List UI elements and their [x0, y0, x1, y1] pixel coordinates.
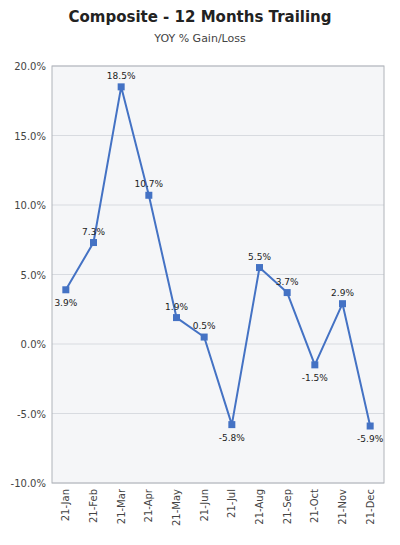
marker	[256, 264, 263, 271]
x-axis: 21-Jan 21-Feb 21-Mar 21-Apr 21-May 21-Jun 21-J…	[60, 488, 375, 526]
y-tick-label: 20.0%	[14, 61, 46, 72]
y-tick-label: 5.0%	[21, 270, 46, 281]
data-label: 0.5%	[193, 321, 216, 331]
marker	[62, 286, 69, 293]
y-axis: -10.0% -5.0% 0.0% 5.0% 10.0% 15.0% 20.0%	[11, 61, 384, 489]
x-tick-label: 21-Feb	[88, 489, 99, 523]
marker	[228, 421, 235, 428]
subtitle: YOY % Gain/Loss	[153, 32, 246, 45]
line	[66, 87, 370, 426]
data-label: -1.5%	[302, 373, 329, 383]
x-tick-label: 21-Oct	[309, 489, 320, 523]
x-tick-label: 21-Mar	[116, 488, 127, 524]
y-tick-label: 0.0%	[21, 339, 46, 350]
data-label: -5.8%	[219, 433, 246, 443]
y-tick-label: -10.0%	[11, 478, 46, 489]
x-tick-label: 21-Apr	[143, 488, 154, 522]
marker	[339, 300, 346, 307]
grid-line	[52, 344, 384, 345]
marker	[90, 239, 97, 246]
chart: Composite - 12 Months Trailing YOY % Gain…	[0, 0, 400, 545]
x-tick-label: 21-Aug	[254, 489, 265, 525]
grid-line	[52, 205, 384, 206]
marker	[145, 192, 152, 199]
x-tick-label: 21-Jul	[226, 489, 237, 518]
data-label: 3.7%	[276, 277, 299, 287]
marker	[284, 289, 291, 296]
data-label: 5.5%	[248, 252, 271, 262]
grid-line	[52, 135, 384, 136]
x-tick-label: 21-Dec	[365, 489, 376, 525]
plot-area	[52, 66, 384, 483]
data-label: 3.9%	[54, 298, 77, 308]
grid-line	[52, 274, 384, 275]
marker	[173, 314, 180, 321]
marker	[311, 361, 318, 368]
data-label: 10.7%	[135, 179, 164, 189]
plot-frame	[52, 66, 384, 483]
marker	[367, 423, 374, 430]
data-labels: 3.9% 7.3% 18.5% 10.7% 1.9% 0.5% -5.8% 5.5% 3.7% -…	[54, 71, 383, 444]
x-tick-label: 21-Jan	[60, 489, 71, 521]
chart-container: Composite - 12 Months Trailing YOY % Gain…	[0, 0, 400, 545]
series	[62, 83, 373, 429]
x-tick-label: 21-Jun	[199, 489, 210, 522]
x-tick-label: 21-May	[171, 489, 182, 526]
y-tick-label: 15.0%	[14, 131, 46, 142]
marker	[118, 83, 125, 90]
data-label: 2.9%	[331, 288, 354, 298]
y-tick-label: -5.0%	[17, 409, 46, 420]
x-tick-label: 21-Sep	[282, 489, 293, 524]
y-tick-label: 10.0%	[14, 200, 46, 211]
x-tick-label: 21-Nov	[337, 489, 348, 525]
title: Composite - 12 Months Trailing	[68, 8, 331, 26]
data-label: 1.9%	[165, 302, 188, 312]
data-label: 18.5%	[107, 71, 136, 81]
grid-line	[52, 413, 384, 414]
data-label: -5.9%	[357, 434, 384, 444]
data-label: 7.3%	[82, 227, 105, 237]
marker	[201, 334, 208, 341]
